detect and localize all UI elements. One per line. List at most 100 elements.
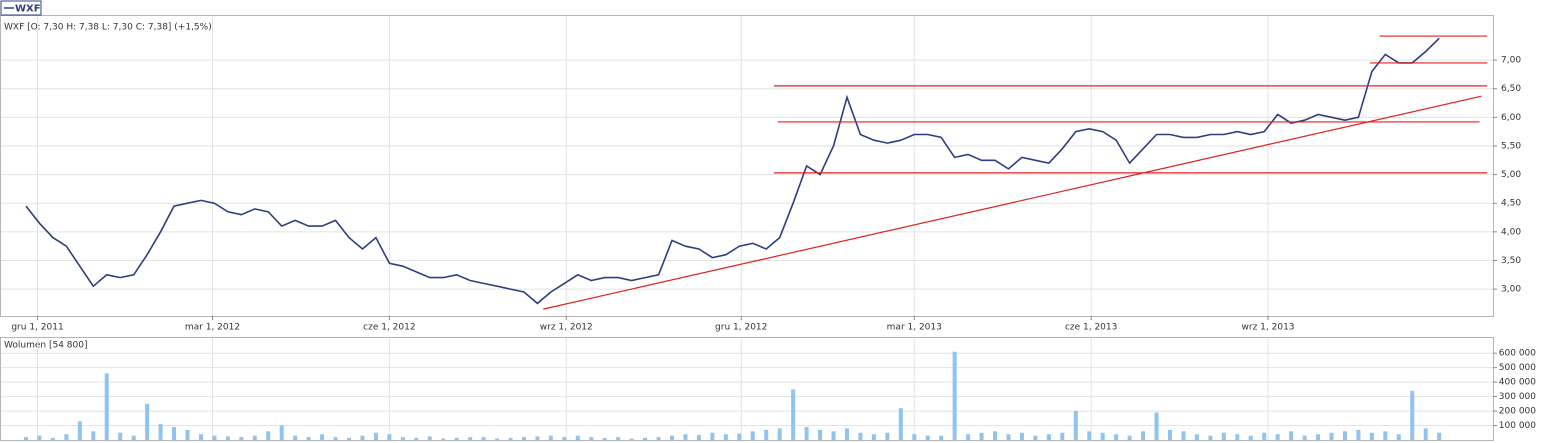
volume-bar [562, 437, 567, 440]
volume-bar [50, 437, 55, 440]
legend-label: WXF [15, 4, 41, 15]
y-tick-label: 500 000 [1499, 363, 1536, 373]
volume-bar [145, 403, 150, 440]
volume-bar [239, 437, 244, 440]
volume-bar [252, 435, 257, 440]
volume-title: Wolumen [54 800] [4, 341, 87, 351]
volume-bar [1383, 431, 1388, 440]
volume-bar [1194, 434, 1199, 440]
volume-bar [118, 432, 123, 440]
volume-bar [495, 438, 500, 440]
volume-bar [521, 437, 526, 440]
y-tick-label: 100 000 [1499, 421, 1536, 431]
volume-bar [131, 435, 136, 440]
volume-bar [818, 429, 823, 440]
volume-bar [966, 434, 971, 440]
volume-bar [750, 431, 755, 440]
volume-bar [441, 438, 446, 440]
volume-bar [1221, 432, 1226, 440]
volume-bar [91, 431, 96, 440]
volume-bar [898, 408, 903, 440]
volume-bar [1046, 434, 1051, 440]
volume-bar [1369, 432, 1374, 440]
y-tick-label: 3,00 [1501, 285, 1521, 295]
volume-bar [454, 437, 459, 440]
volume-bar [1060, 432, 1065, 440]
volume-bar [1141, 431, 1146, 440]
x-tick-label: gru 1, 2012 [715, 323, 767, 333]
volume-bar [1006, 434, 1011, 440]
volume-bar [104, 373, 109, 440]
volume-bar [535, 436, 540, 440]
volume-bar [1262, 432, 1267, 440]
volume-bar [306, 437, 311, 440]
volume-bar [1396, 434, 1401, 440]
volume-bar [885, 432, 890, 440]
volume-bar [279, 425, 284, 440]
volume-bar [266, 431, 271, 440]
volume-bar [1329, 432, 1334, 440]
volume-bar [1100, 432, 1105, 440]
volume-bar [804, 426, 809, 440]
y-tick-label: 5,00 [1501, 170, 1521, 180]
volume-bar [670, 435, 675, 440]
volume-bar [1342, 431, 1347, 440]
volume-bar [912, 434, 917, 440]
volume-bar [710, 432, 715, 440]
volume-bar [468, 437, 473, 440]
y-tick-label: 5,50 [1501, 141, 1521, 151]
volume-bar [225, 436, 230, 440]
volume-bar [939, 435, 944, 440]
volume-bar [1437, 432, 1442, 440]
volume-bar [993, 431, 998, 440]
y-tick-label: 6,50 [1501, 84, 1521, 94]
x-tick-label: wrz 1, 2012 [540, 323, 593, 333]
volume-bar [1033, 435, 1038, 440]
volume-bar [360, 435, 365, 440]
volume-bar [952, 351, 957, 440]
volume-bar [871, 434, 876, 440]
volume-bar [1275, 434, 1280, 440]
volume-bar [723, 434, 728, 440]
volume-bar [844, 428, 849, 440]
volume-bar [629, 438, 634, 440]
volume-bar [1208, 435, 1213, 440]
volume-bar [293, 435, 298, 440]
volume-bar [427, 436, 432, 440]
volume-bar [172, 426, 177, 440]
volume-bar [400, 437, 405, 440]
volume-bar [643, 437, 648, 440]
volume-bar [198, 434, 203, 440]
volume-bar [791, 389, 796, 440]
y-tick-label: 6,00 [1501, 113, 1521, 123]
y-tick-label: 4,50 [1501, 199, 1521, 209]
volume-bar [387, 434, 392, 440]
volume-bar [1073, 411, 1078, 440]
volume-bar [1154, 412, 1159, 440]
volume-bar [764, 429, 769, 440]
volume-bar [1316, 434, 1321, 440]
price-frame [0, 15, 1494, 317]
volume-bar [548, 435, 553, 440]
volume-bar [777, 428, 782, 440]
volume-bar [602, 437, 607, 440]
volume-bar [1356, 429, 1361, 440]
volume-bar [158, 424, 163, 440]
volume-bar [858, 432, 863, 440]
legend-box[interactable] [0, 0, 42, 16]
volume-bar [1289, 431, 1294, 440]
volume-bar [414, 437, 419, 440]
volume-frame [0, 337, 1494, 441]
volume-bar [508, 437, 513, 440]
x-tick-label: wrz 1, 2013 [1242, 323, 1295, 333]
x-tick-label: mar 1, 2013 [887, 323, 942, 333]
volume-bar [333, 437, 338, 440]
volume-bar [656, 437, 661, 440]
volume-bar [1167, 429, 1172, 440]
volume-bar [1087, 431, 1092, 440]
volume-bar [23, 437, 28, 440]
volume-bar [1302, 435, 1307, 440]
y-tick-label: 300 000 [1499, 392, 1536, 402]
